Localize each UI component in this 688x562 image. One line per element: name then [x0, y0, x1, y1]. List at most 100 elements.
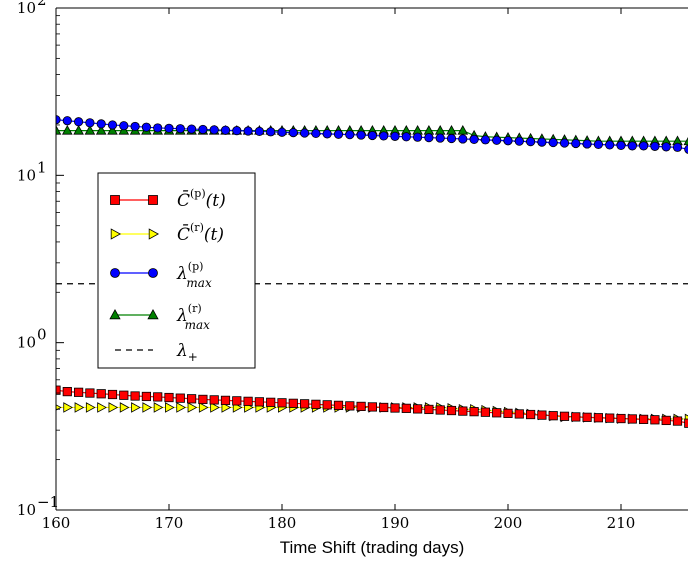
series-c_r-point-2	[74, 402, 85, 413]
series-c_p-point-0	[56, 385, 61, 395]
series-lambda_p-point-5	[107, 120, 118, 130]
series-lambda_p-point-35	[446, 133, 457, 144]
series-c_r-point-3	[85, 402, 96, 413]
series-lambda_p-point-24	[322, 129, 332, 139]
series-c_p-point-23	[311, 399, 321, 409]
series-c_p-point-31	[401, 403, 411, 413]
series-lambda_p-point-11	[175, 124, 185, 134]
x-tick-label-190: 190	[381, 514, 410, 532]
series-c_p-point-46	[571, 412, 581, 422]
series-c_p-point-38	[480, 407, 491, 417]
legend-label-lambda_r: λ(r) max	[176, 302, 210, 332]
series-c_p-point-53	[650, 415, 660, 425]
series-lambda_p-point-17	[243, 126, 253, 136]
series-lambda_p-point-56	[684, 144, 688, 154]
legend-label-lambda_p: λ(p) max	[176, 260, 212, 290]
series-c_p-point-26	[345, 401, 355, 411]
series-c_p-point-49	[605, 413, 615, 423]
series-lambda_p-point-12	[187, 124, 197, 134]
series-lambda_p-point-43	[537, 137, 547, 147]
series-c_r-point-8	[142, 402, 153, 413]
legend-label-base: C̄	[177, 189, 190, 211]
series-lambda_r-point-56	[683, 136, 688, 146]
series-c_p-point-40	[503, 408, 513, 418]
series-c_p-point-30	[390, 403, 400, 413]
legend-label-sup: (p)	[188, 260, 204, 273]
series-c_p-point-20	[277, 398, 287, 408]
series-c_p-point-35	[446, 405, 457, 416]
legend-entry-c_p: C̄(p)(t)	[110, 187, 226, 211]
series-c_p-point-50	[616, 413, 626, 424]
series-lambda_p-point-23	[311, 128, 321, 139]
series-c_p-point-2	[74, 387, 84, 397]
series-c_p	[56, 385, 688, 428]
legend-entry-c_r: C̄(r)(t)	[110, 221, 224, 245]
y-tick-label-2: 10	[17, 0, 36, 17]
series-lambda_p-point-0	[56, 115, 61, 125]
x-axis-label: Time Shift (trading days)	[280, 538, 465, 557]
series-c_p-point-8	[141, 391, 151, 402]
series-lambda_p-point-44	[548, 137, 558, 148]
series-lambda_r-point-33	[423, 124, 435, 135]
x-tick-label-160: 160	[42, 514, 71, 532]
legend-entry-lambda_r: λ(r) max	[109, 302, 210, 332]
series-lambda_p-point-55	[672, 142, 683, 152]
x-tick-label-170: 170	[155, 514, 184, 532]
series-lambda_p-point-51	[627, 141, 637, 151]
series-c_p-point-14	[209, 395, 219, 405]
legend-label-base: λ	[176, 306, 188, 326]
series-lambda_p-point-46	[571, 138, 581, 149]
series-c_p-point-27	[356, 401, 366, 412]
series-c_p-point-48	[593, 413, 604, 423]
series-c_r-point-0	[56, 404, 62, 411]
legend-box	[97, 172, 256, 369]
series-lambda_p-point-31	[401, 132, 411, 142]
series-c_p-point-44	[548, 411, 558, 421]
legend-label-base: λ	[176, 341, 188, 361]
series-c_p-point-3	[85, 388, 95, 398]
series-c_p-point-13	[198, 394, 208, 405]
series-c_p-point-55	[672, 416, 683, 426]
series-lambda_r-point-3	[84, 124, 96, 135]
y-tick-exp-−1: −1	[37, 493, 59, 511]
series-c_r-point-15	[221, 402, 232, 413]
series-lambda_p-point-14	[209, 125, 219, 135]
y-tick-label-−1: 10	[17, 501, 36, 519]
series-c_p-point-29	[379, 402, 389, 413]
series-c_p-point-51	[627, 414, 637, 424]
series-lambda_p-point-16	[232, 126, 242, 136]
legend-label-c_r: C̄(r)(t)	[177, 221, 224, 245]
series-lambda_p-point-33	[424, 133, 434, 143]
series-c_p-point-41	[514, 409, 524, 419]
legend-marker-lambda_r-a	[109, 308, 121, 320]
series-c_p-point-18	[254, 397, 264, 407]
series-c_p-point-25	[333, 400, 344, 410]
series-lambda_r-point-2	[73, 124, 84, 135]
x-tick-label-210: 210	[607, 514, 636, 532]
series-c_p-point-17	[243, 396, 253, 406]
series-c_p-point-56	[684, 418, 688, 428]
series-c_r-point-7	[131, 402, 141, 413]
legend-marker-c_r-b	[148, 228, 160, 240]
series-lambda_r-point-4	[95, 124, 107, 135]
legend-label-base: λ	[176, 264, 188, 284]
series-lambda_p-point-28	[367, 130, 377, 141]
series-lambda_p-point-18	[254, 126, 264, 137]
series-c_r-point-1	[63, 402, 73, 413]
legend-label-sub: max	[186, 276, 212, 290]
series-lambda_p-point-1	[62, 116, 72, 126]
series-lambda_p-point-10	[164, 123, 174, 133]
series-lambda_p-point-34	[435, 133, 445, 143]
legend-label-c_p: C̄(p)(t)	[177, 187, 226, 211]
series-c_p-point-5	[107, 389, 118, 400]
series-lambda_p-point-13	[198, 124, 208, 135]
legend-entry-lambda_plus: λ+	[115, 341, 198, 364]
series-lambda_r-point-1	[62, 124, 73, 135]
series-lambda_p-point-29	[379, 131, 389, 141]
legend-label-sub: max	[185, 318, 211, 332]
series-c_p-point-4	[96, 389, 106, 399]
series-lambda_p-point-25	[333, 129, 344, 139]
series-c_r-point-9	[153, 402, 164, 413]
series-c_p-point-11	[175, 393, 185, 403]
